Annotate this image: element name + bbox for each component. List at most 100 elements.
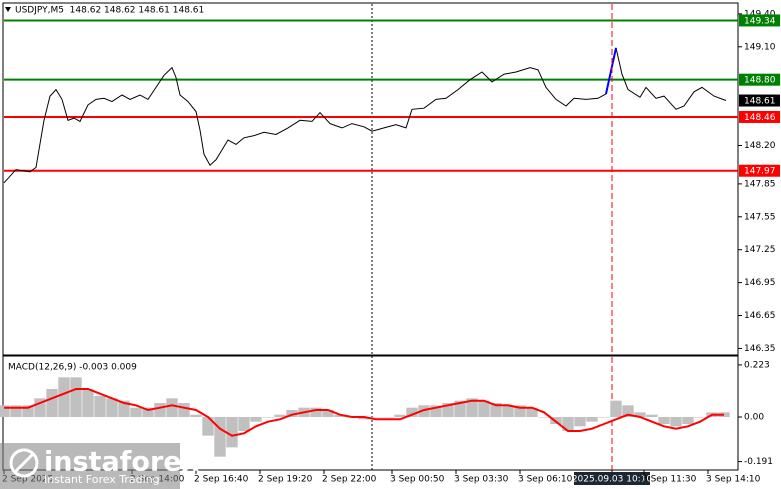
histogram-bar: [0, 405, 10, 418]
histogram-bar: [202, 417, 214, 436]
histogram-bar: [598, 417, 610, 418]
histogram-bar: [634, 412, 646, 418]
histogram-bar: [610, 400, 622, 418]
histogram-bar: [142, 407, 154, 418]
price-box-label: 148.61: [744, 97, 776, 107]
series-line: [3, 47, 727, 184]
logo-icon: [13, 452, 35, 474]
histogram-bar: [466, 398, 478, 418]
x-tick-label: 3 Sep 06:10: [518, 475, 573, 485]
histogram-bar: [178, 402, 190, 418]
histogram-bar: [670, 417, 682, 427]
y-tick-label: 147.55: [744, 212, 776, 222]
y-tick-label: 147.25: [744, 245, 776, 255]
y-tick-label: 146.65: [744, 311, 776, 321]
histogram-bar: [94, 395, 106, 418]
x-tick-label: 3 Sep 00:50: [390, 475, 445, 485]
histogram-bar: [478, 400, 490, 418]
x-tick-label: 3 Sep 03:30: [454, 475, 509, 485]
y-tick-label: 149.10: [744, 42, 776, 52]
histogram-bar: [586, 417, 598, 422]
price-box: [739, 164, 780, 177]
histogram-bar: [22, 405, 34, 418]
y-tick-label: 0.223: [744, 360, 770, 370]
panel-frame: [2, 2, 739, 356]
histogram-bar: [10, 405, 22, 418]
histogram-bar: [130, 407, 142, 418]
histogram-bar: [682, 417, 694, 425]
histogram-bar: [490, 402, 502, 418]
histogram-bar: [106, 398, 118, 418]
x-tick-label: 2 Sep 22:00: [322, 475, 377, 485]
y-tick-label: 149.40: [744, 9, 776, 19]
price-box: [739, 73, 780, 86]
histogram-bar: [214, 417, 226, 457]
price-box: [739, 110, 780, 123]
histogram-bar: [454, 400, 466, 418]
x-tick-label: 3 Sep 14:10: [706, 475, 761, 485]
y-tick-label: 146.35: [744, 344, 776, 354]
logo-icon: [9, 448, 39, 478]
histogram-bar: [34, 398, 46, 418]
x-tick-label: 3 Sep 11:30: [642, 475, 697, 485]
series-line: [605, 47, 617, 95]
highlight-label-bg: [574, 472, 650, 485]
collapse-icon: [5, 7, 11, 12]
histogram-bar: [526, 407, 538, 418]
chart-title: USDJPY,M5 148.62 148.62 148.61 148.61: [15, 6, 204, 16]
logo: instaforex Instant Forex Trading: [0, 443, 199, 489]
series-line: [4, 388, 724, 437]
histogram-bar: [382, 417, 394, 418]
logo-name: instaforex: [44, 447, 199, 478]
histogram-bar: [430, 405, 442, 418]
histogram-bar: [190, 414, 202, 418]
x-tick-label: 2 Sep 16:40: [194, 475, 249, 485]
histogram-bar: [166, 398, 178, 418]
histogram-bar: [562, 417, 574, 432]
histogram-bar: [622, 405, 634, 418]
histogram-bar: [238, 417, 250, 432]
price-box-label: 149.34: [744, 16, 776, 26]
histogram-bar: [250, 417, 262, 422]
histogram-bar: [394, 414, 406, 418]
histogram-bar: [658, 417, 670, 425]
histogram-bar: [358, 417, 370, 420]
indicator-title: MACD(12,26,9) -0.003 0.009: [8, 363, 137, 373]
histogram-bar: [70, 377, 82, 418]
histogram-bar: [370, 417, 382, 418]
x-tick-label: 2 Sep 19:20: [258, 475, 313, 485]
y-tick-label: 147.85: [744, 179, 776, 189]
histogram-bar: [538, 417, 550, 418]
histogram-bar: [646, 414, 658, 418]
histogram-bar: [514, 405, 526, 418]
histogram-bar: [694, 417, 706, 418]
histogram-bar: [262, 417, 274, 418]
histogram-bar: [82, 388, 94, 418]
logo-tagline: Instant Forex Trading: [44, 473, 160, 486]
histogram-bar: [154, 402, 166, 418]
y-tick-label: 148.20: [744, 141, 776, 151]
histogram-bar: [334, 414, 346, 418]
price-box-label: 148.80: [744, 76, 776, 86]
histogram-bar: [418, 405, 430, 418]
histogram-bar: [322, 409, 334, 418]
y-tick-label: 0.00: [744, 413, 764, 423]
x-tick-label: 2025.09.03 10:10: [572, 475, 653, 485]
histogram-bar: [118, 400, 130, 418]
histogram-bar: [58, 377, 70, 418]
histogram-bar: [574, 417, 586, 427]
histogram-bar: [502, 405, 514, 418]
histogram-bar: [286, 409, 298, 418]
histogram-bar: [442, 402, 454, 418]
histogram-bar: [310, 407, 322, 418]
histogram-bar: [274, 414, 286, 418]
y-tick-label: 146.95: [744, 278, 776, 288]
price-box-label: 147.97: [744, 167, 776, 177]
price-box-label: 148.46: [744, 113, 776, 123]
y-tick-label: -0.191: [744, 457, 773, 467]
histogram-bar: [46, 388, 58, 418]
histogram-bar: [226, 417, 238, 448]
price-box: [739, 94, 780, 107]
